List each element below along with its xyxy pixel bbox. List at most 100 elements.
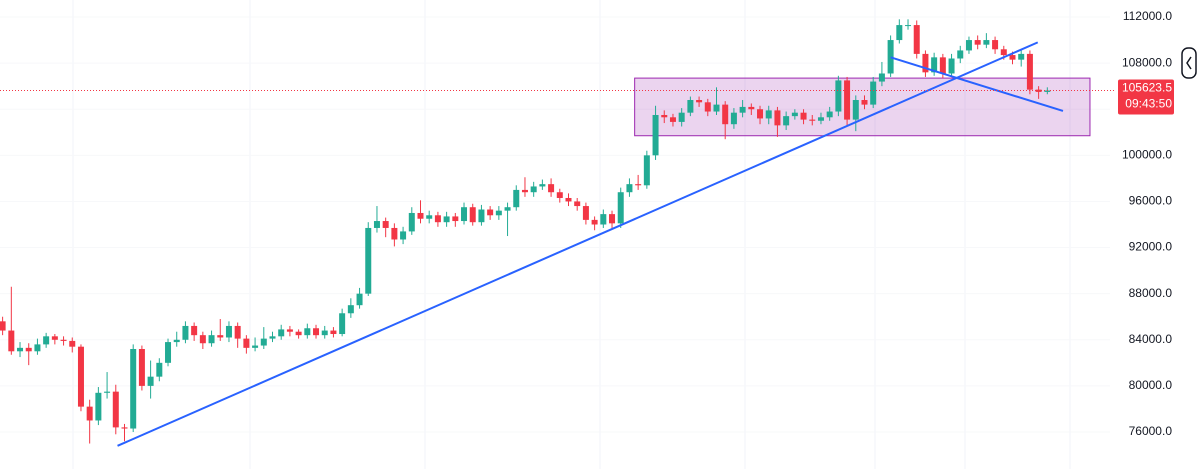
candle-body [426, 215, 433, 219]
candle-body [1018, 53, 1025, 60]
candle-body [870, 81, 877, 105]
candle-body [156, 362, 163, 377]
candle-body [295, 331, 302, 336]
candle-body [530, 186, 537, 193]
candle-body [130, 348, 137, 429]
candle-body [104, 391, 111, 393]
candle-body [243, 338, 250, 348]
candle-body [783, 116, 790, 126]
candle-body [165, 342, 172, 363]
candle-body [704, 102, 711, 112]
candle-body [513, 189, 520, 208]
candle-body [86, 406, 93, 421]
range-box [634, 77, 1091, 137]
candle-body [121, 427, 128, 429]
candle-body [1009, 55, 1016, 60]
candle-body [199, 335, 206, 344]
candle-body [313, 328, 320, 336]
y-tick-label: 108000.0 [1122, 55, 1172, 69]
candle-body [417, 212, 424, 219]
candle-body [400, 231, 407, 240]
candle-body [905, 25, 912, 27]
candle-body [643, 155, 650, 186]
candle-body [252, 345, 259, 348]
candle-body [922, 53, 929, 73]
candle-body [51, 336, 58, 340]
button-frame[interactable] [1181, 47, 1197, 79]
candle-body [791, 112, 798, 117]
candle-body [469, 207, 476, 223]
candle-body [983, 40, 990, 45]
candle-body [112, 391, 119, 428]
scroll-button[interactable] [1181, 47, 1197, 79]
candle-body [365, 227, 372, 294]
candle-body [1026, 53, 1033, 90]
candle-body [556, 192, 563, 198]
y-tick-label: 96000.0 [1129, 194, 1173, 208]
candle-body [182, 325, 189, 340]
trend-line [890, 56, 1064, 112]
candle-body [617, 192, 624, 224]
candle-body [478, 209, 485, 223]
candle-body [321, 330, 328, 336]
candle-body [913, 25, 920, 54]
candle-body [1044, 90, 1051, 92]
candle-body [861, 100, 868, 105]
candle-body [539, 184, 546, 187]
candle-body [77, 346, 84, 407]
candle-body [286, 329, 293, 332]
candle-body [652, 114, 659, 156]
candle-body [635, 184, 642, 186]
candle-body [452, 216, 459, 222]
candle-body [391, 227, 398, 240]
button-icon [1186, 56, 1192, 70]
candle-body [974, 40, 981, 45]
candle-body [565, 197, 572, 202]
candle-body [931, 57, 938, 73]
candle-body [173, 339, 180, 343]
candle-body [17, 347, 24, 352]
candle-body [878, 73, 885, 82]
candle-body [495, 210, 502, 216]
candle-body [609, 214, 616, 224]
candle-body [217, 335, 224, 338]
candle-body [774, 110, 781, 126]
time-grid [72, 0, 1071, 469]
candle-body [600, 214, 607, 225]
candle-body [852, 100, 859, 120]
candle-body [826, 111, 833, 118]
candle-body [373, 221, 380, 228]
candle-body [835, 80, 842, 112]
candle-body [661, 114, 668, 118]
y-tick-label: 76000.0 [1129, 424, 1173, 438]
candle-body [69, 340, 76, 347]
candle-body [208, 335, 215, 344]
candle-body [992, 40, 999, 50]
candle-body [809, 119, 816, 121]
candle-body [487, 209, 494, 216]
candle-body [95, 392, 102, 421]
candle-body [965, 40, 972, 51]
candle-body [138, 348, 145, 386]
candle-body [574, 201, 581, 207]
candle-body [278, 329, 285, 337]
candle-body [669, 117, 676, 122]
candle-body [696, 100, 703, 103]
candle-body [939, 57, 946, 74]
candle-body [722, 104, 729, 125]
candle-body [748, 106, 755, 110]
candle-body [339, 313, 346, 335]
candle-body [757, 109, 764, 119]
countdown: 09:43:50 [1125, 97, 1172, 111]
candle-body [147, 376, 154, 386]
candle-body [844, 80, 851, 120]
candle-body [234, 325, 241, 339]
y-tick-label: 100000.0 [1122, 148, 1172, 162]
price-tag [1118, 79, 1174, 115]
candle-body [269, 336, 276, 339]
candle-body [356, 293, 363, 306]
candle-body [304, 328, 311, 336]
candle-body [25, 347, 32, 352]
candle-body [548, 184, 555, 193]
